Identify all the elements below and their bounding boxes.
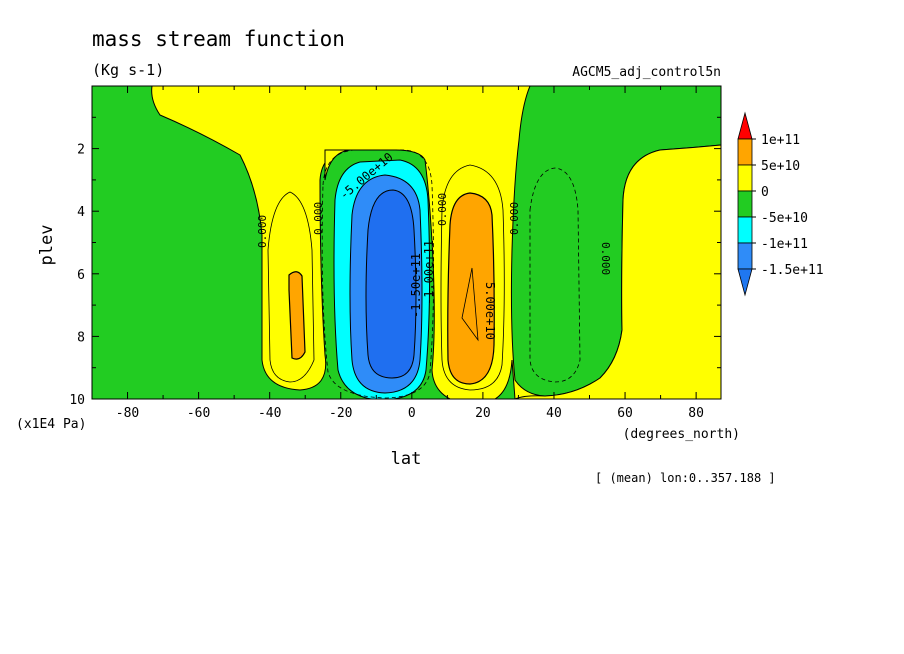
- colorbar: 1e+11 5e+10 0 -5e+10 -1e+11 -1.5e+11: [737, 111, 824, 297]
- x-tick-label: -60: [187, 406, 210, 421]
- footnote: [ (mean) lon:0..357.188 ]: [595, 471, 776, 485]
- colorbar-label: 1e+11: [761, 133, 800, 148]
- contour-label: 0.000: [508, 202, 521, 235]
- colorbar-segment: [737, 164, 753, 192]
- y-units-label: (x1E4 Pa): [16, 417, 86, 432]
- colorbar-arrow-top: [737, 111, 753, 140]
- y-tick-label: 10: [69, 393, 85, 408]
- region-positive-right-bottom: [514, 144, 721, 399]
- contour-label: 0.000: [599, 242, 612, 275]
- x-tick-label: 60: [617, 406, 633, 421]
- y-axis-title: plev: [37, 225, 57, 266]
- colorbar-segment: [737, 216, 753, 244]
- x-tick-label: -40: [258, 406, 281, 421]
- y-axis: 2 4 6 8 10: [69, 116, 721, 408]
- chart-subtitle: (Kg s-1): [92, 61, 164, 79]
- contour-dashed-right: [529, 167, 581, 383]
- y-tick-label: 6: [77, 268, 85, 283]
- colorbar-label: -1.5e+11: [761, 263, 824, 278]
- colorbar-label: -1e+11: [761, 237, 808, 252]
- dataset-label: AGCM5_adj_control5n: [572, 65, 721, 80]
- y-tick-label: 4: [77, 205, 85, 220]
- contour-field: [92, 86, 721, 399]
- contour-thin-left: [267, 191, 315, 383]
- x-tick-label: -80: [116, 406, 139, 421]
- x-axis-title: lat: [391, 449, 422, 469]
- colorbar-label: 0: [761, 185, 769, 200]
- contour-label: 0.000: [312, 202, 325, 235]
- x-tick-label: 20: [475, 406, 491, 421]
- x-tick-label: 40: [546, 406, 562, 421]
- y-tick-label: 8: [77, 330, 85, 345]
- x-tick-label: 0: [408, 406, 416, 421]
- region-positive-lobe-left: [324, 149, 351, 181]
- colorbar-segment: [737, 190, 753, 218]
- x-units-label: (degrees_north): [623, 427, 740, 442]
- region-positive-strong-right: [447, 192, 495, 385]
- x-axis: -80 -60 -40 -20 0 20 40 60 80: [91, 86, 704, 421]
- colorbar-label: -5e+10: [761, 211, 808, 226]
- colorbar-segment: [737, 242, 753, 270]
- x-tick-label: -20: [329, 406, 352, 421]
- contour-thin-right: [440, 164, 505, 391]
- contour-label: -1.50e+11: [409, 253, 423, 318]
- contour-label: 0.000: [256, 215, 269, 248]
- region-negative-extreme: [365, 189, 417, 379]
- colorbar-arrow-bottom: [737, 268, 753, 297]
- contour-label: 5.00e+10: [483, 282, 497, 340]
- y-tick-label: 2: [77, 143, 85, 158]
- contour-dashed-outer: [321, 149, 434, 399]
- contour-label: 0.000: [436, 193, 449, 226]
- colorbar-label: 5e+10: [761, 159, 800, 174]
- region-positive-strong-left: [288, 271, 306, 360]
- region-negative-weak-mid: [494, 359, 516, 399]
- x-tick-label: 80: [688, 406, 704, 421]
- chart-title: mass stream function: [92, 27, 345, 51]
- contour-label: -1.00e+11: [422, 240, 436, 305]
- colorbar-segment: [737, 138, 753, 166]
- contour-thin-inner-right: [461, 267, 479, 342]
